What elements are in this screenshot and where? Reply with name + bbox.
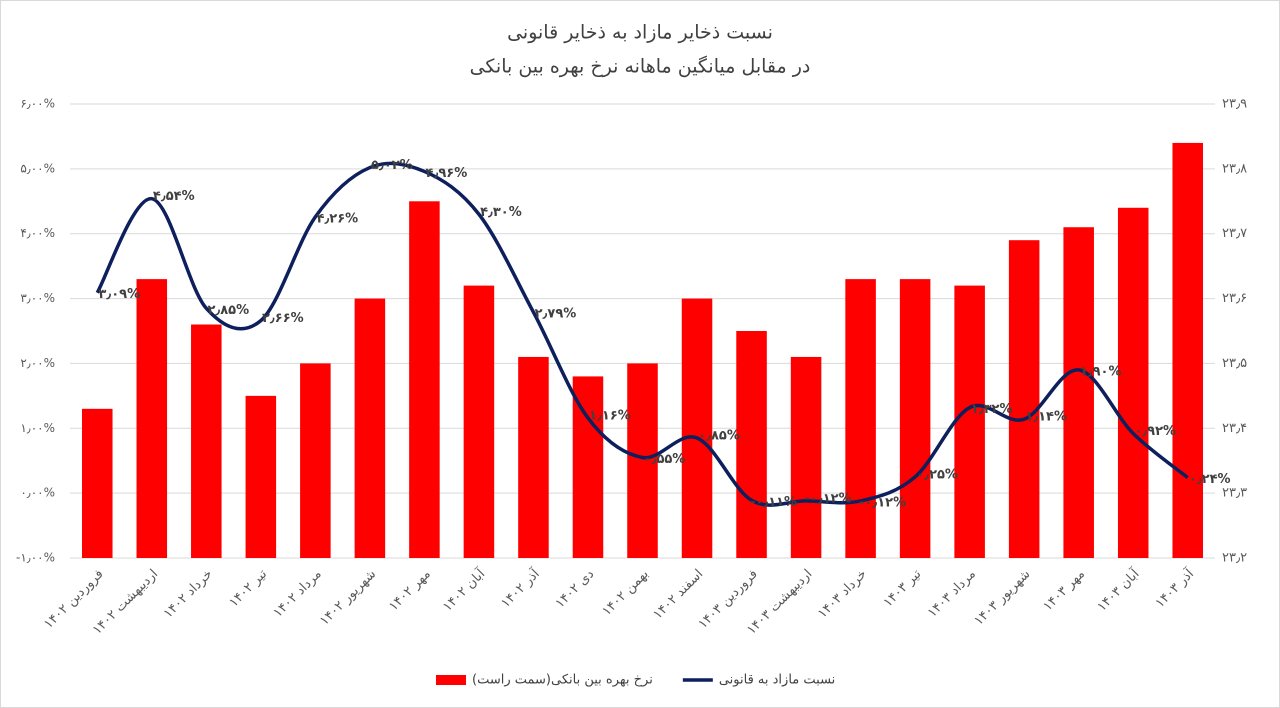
chart-title: نسبت ذخایر مازاد به ذخایر قانونی <box>507 22 773 44</box>
bar <box>736 331 767 558</box>
y-tick-label: ۰٫۰۰% <box>20 486 55 500</box>
data-label: ۰٫۵۵% <box>644 452 686 467</box>
bar <box>191 324 222 558</box>
bar <box>681 298 713 558</box>
data-label: ۱٫۱۶% <box>589 408 631 423</box>
bar <box>409 201 440 559</box>
data-label: ۰٫۲۵% <box>916 467 958 482</box>
y-tick-label: ۱٫۰۰% <box>20 421 55 435</box>
data-label: ۴٫۵۴% <box>153 189 195 204</box>
y-tick-label: ۲٫۰۰% <box>20 356 55 370</box>
data-label: ۲٫۸۵% <box>207 303 249 318</box>
data-label: -۰٫۱۲% <box>859 495 906 510</box>
data-label: ۲٫۷۹% <box>535 307 577 322</box>
bar <box>300 363 331 558</box>
bar <box>245 395 277 558</box>
bar <box>627 363 658 558</box>
y2-tick-label: ۲۳٫۳ <box>1222 486 1247 501</box>
data-label: -۰٫۱۱% <box>750 495 797 510</box>
bar <box>954 285 985 558</box>
chart-subtitle: در مقابل میانگین ماهانه نرخ بهره بین بان… <box>470 55 811 78</box>
y2-tick-label: ۲۳٫۵ <box>1222 356 1247 371</box>
data-label: ۵٫۰۲% <box>371 158 413 173</box>
bar <box>463 285 495 558</box>
bar <box>1117 207 1149 558</box>
y2-tick-label: ۲۳٫۲ <box>1222 551 1247 566</box>
y2-tick-label: ۲۳٫۴ <box>1222 421 1247 436</box>
bar <box>1063 227 1094 558</box>
bar <box>354 298 386 558</box>
y2-tick-label: ۲۳٫۸ <box>1222 161 1247 176</box>
line <box>95 161 1189 507</box>
y-tick-label: ۳٫۰۰% <box>20 291 55 305</box>
bar <box>1008 240 1040 558</box>
data-label: ۳٫۰۹% <box>98 287 140 302</box>
y-tick-label: ۴٫۰۰% <box>20 226 55 240</box>
data-label: ۱٫۳۲% <box>971 402 1013 417</box>
data-label: ۱٫۹۰% <box>1080 364 1122 379</box>
data-label: ۴٫۹۶% <box>426 166 468 181</box>
legend-label: نسبت مازاد به قانونی <box>719 673 835 688</box>
data-label: ۰٫۲۴% <box>1189 472 1231 487</box>
data-label: ۱٫۱۴% <box>1025 410 1067 425</box>
data-label: -۰٫۱۲% <box>805 491 852 506</box>
data-label: ۴٫۳۰% <box>480 205 522 220</box>
y2-tick-label: ۲۳٫۹ <box>1222 97 1247 112</box>
y2-tick-label: ۲۳٫۷ <box>1222 226 1247 241</box>
y-tick-label: ۵٫۰۰% <box>20 161 55 175</box>
bar <box>572 376 604 558</box>
bar <box>790 356 822 558</box>
bar <box>518 356 549 558</box>
bar <box>845 279 876 558</box>
y-tick-label: ۶٫۰۰% <box>20 97 55 111</box>
bar <box>81 408 113 558</box>
legend-swatch <box>436 675 466 685</box>
bar <box>1172 142 1204 558</box>
data-label: ۴٫۲۶% <box>317 211 359 226</box>
y2-tick-label: ۲۳٫۶ <box>1222 291 1247 306</box>
data-label: ۰٫۹۲% <box>1134 424 1176 439</box>
data-label: ۰٫۸۵% <box>698 429 740 444</box>
bar <box>136 279 168 558</box>
bar <box>899 279 931 558</box>
y-tick-label: -۱٫۰۰% <box>16 551 55 565</box>
legend-label: نرخ بهره بین بانکی(سمت راست) <box>472 673 653 688</box>
data-label: ۲٫۶۶% <box>262 311 304 326</box>
